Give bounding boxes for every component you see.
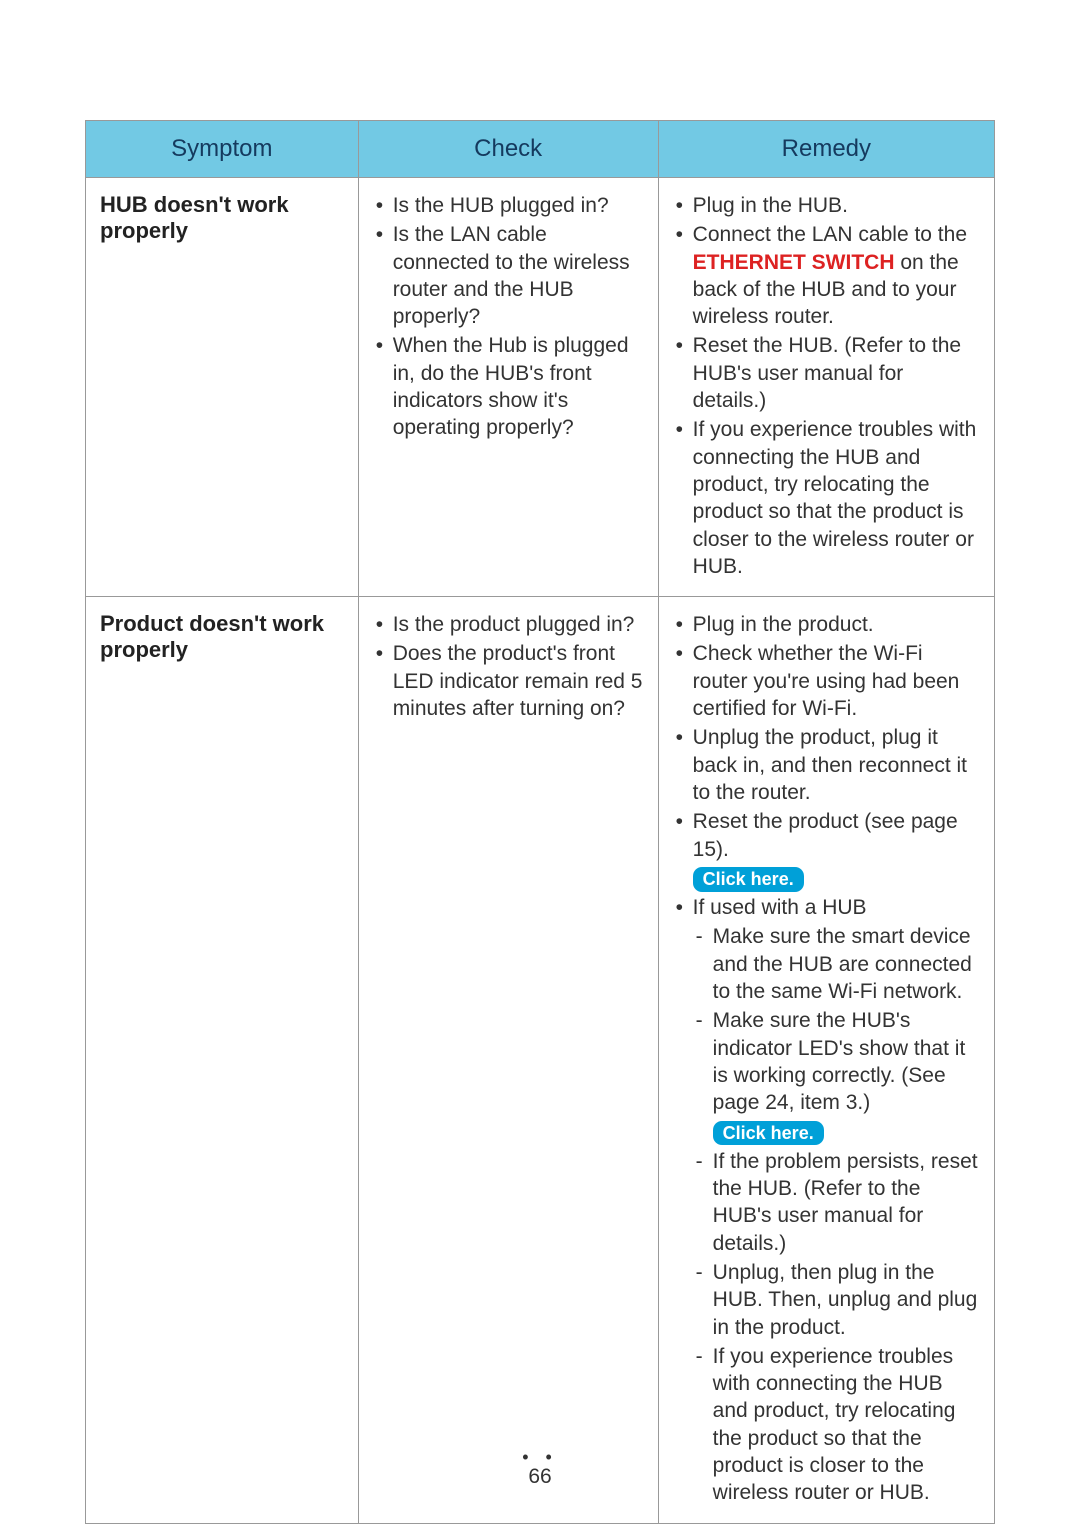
list-item: Reset the HUB. (Refer to the HUB's user … xyxy=(673,332,980,414)
click-here-button[interactable]: Click here. xyxy=(713,1121,824,1146)
remedy-text: Reset the product (see page 15). xyxy=(693,810,958,860)
list-item: Make sure the smart device and the HUB a… xyxy=(693,923,980,1005)
remedy-text: If used with a HUB xyxy=(693,896,867,919)
symptom-cell: HUB doesn't work properly xyxy=(86,178,359,597)
symptom-cell: Product doesn't work properly xyxy=(86,597,359,1524)
list-item: Plug in the product. xyxy=(673,611,980,638)
remedy-list: Plug in the HUB. Connect the LAN cable t… xyxy=(673,192,980,580)
check-list: Is the product plugged in? Does the prod… xyxy=(373,611,644,722)
list-item: If the problem persists, reset the HUB. … xyxy=(693,1148,980,1257)
list-item: Is the product plugged in? xyxy=(373,611,644,638)
remedy-text: Make sure the HUB's indicator LED's show… xyxy=(713,1009,966,1114)
list-item: Connect the LAN cable to the ETHERNET SW… xyxy=(673,221,980,330)
remedy-cell: Plug in the product. Check whether the W… xyxy=(658,597,994,1524)
table-header-row: Symptom Check Remedy xyxy=(86,121,995,178)
col-header-check: Check xyxy=(358,121,658,178)
troubleshoot-table: Symptom Check Remedy HUB doesn't work pr… xyxy=(85,120,995,1524)
list-item: Unplug the product, plug it back in, and… xyxy=(673,724,980,806)
check-list: Is the HUB plugged in? Is the LAN cable … xyxy=(373,192,644,442)
remedy-list: Plug in the product. Check whether the W… xyxy=(673,611,980,1507)
list-item: Reset the product (see page 15). Click h… xyxy=(673,808,980,892)
list-item: Check whether the Wi-Fi router you're us… xyxy=(673,640,980,722)
list-item: If used with a HUB Make sure the smart d… xyxy=(673,894,980,1507)
click-here-button[interactable]: Click here. xyxy=(693,867,804,892)
col-header-remedy: Remedy xyxy=(658,121,994,178)
list-item: Make sure the HUB's indicator LED's show… xyxy=(693,1007,980,1145)
table-row: HUB doesn't work properly Is the HUB plu… xyxy=(86,178,995,597)
remedy-cell: Plug in the HUB. Connect the LAN cable t… xyxy=(658,178,994,597)
page-number-value: 66 xyxy=(528,1465,551,1488)
page-number: • • 66 xyxy=(0,1447,1080,1489)
list-item: When the Hub is plugged in, do the HUB's… xyxy=(373,332,644,441)
list-item: If you experience troubles with connecti… xyxy=(673,416,980,580)
table-row: Product doesn't work properly Is the pro… xyxy=(86,597,995,1524)
list-item: Is the LAN cable connected to the wirele… xyxy=(373,221,644,330)
list-item: Unplug, then plug in the HUB. Then, unpl… xyxy=(693,1259,980,1341)
remedy-sublist: Make sure the smart device and the HUB a… xyxy=(693,923,980,1506)
ethernet-switch-label: ETHERNET SWITCH xyxy=(693,251,895,274)
check-cell: Is the product plugged in? Does the prod… xyxy=(358,597,658,1524)
col-header-symptom: Symptom xyxy=(86,121,359,178)
list-item: Is the HUB plugged in? xyxy=(373,192,644,219)
list-item: Does the product's front LED indicator r… xyxy=(373,640,644,722)
check-cell: Is the HUB plugged in? Is the LAN cable … xyxy=(358,178,658,597)
remedy-text: Connect the LAN cable to the xyxy=(693,223,967,246)
list-item: Plug in the HUB. xyxy=(673,192,980,219)
